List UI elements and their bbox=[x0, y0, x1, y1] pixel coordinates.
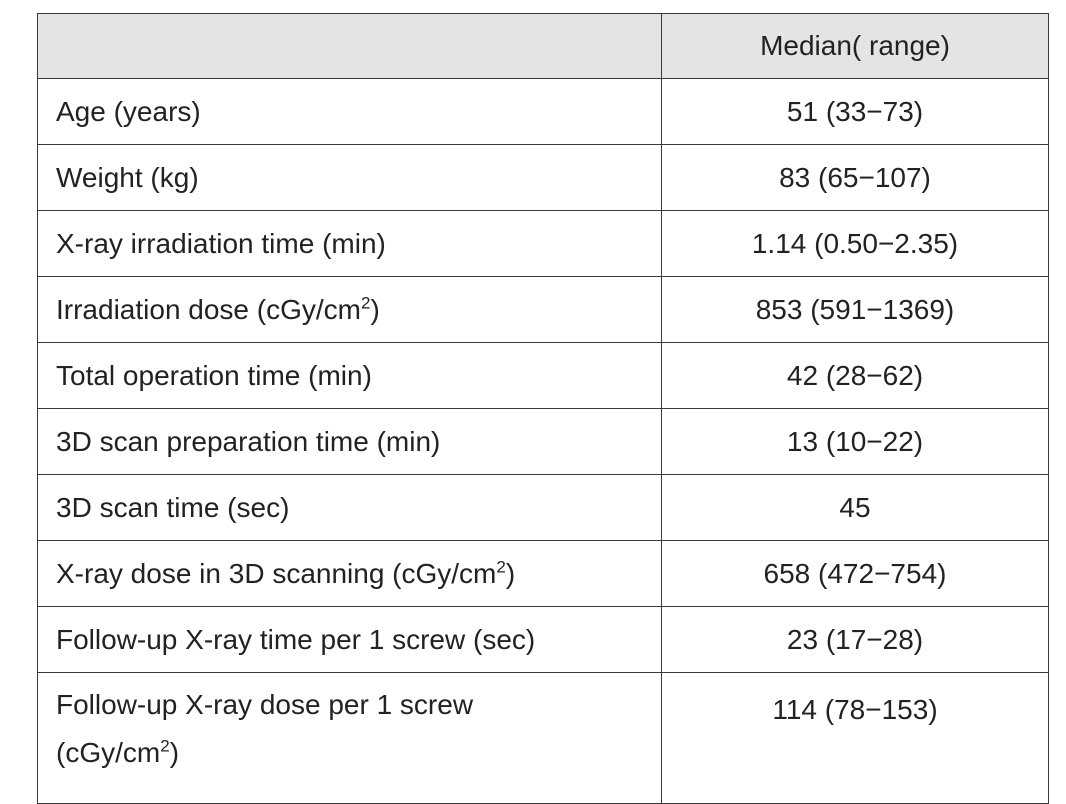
row-value: 13 (10−22) bbox=[661, 408, 1049, 475]
row-value: 51 (33−73) bbox=[661, 78, 1049, 145]
table-row: Weight (kg) 83 (65−107) bbox=[37, 144, 1049, 211]
table-row: X-ray irradiation time (min) 1.14 (0.50−… bbox=[37, 210, 1049, 277]
table-row: Total operation time (min) 42 (28−62) bbox=[37, 342, 1049, 409]
table-row: X-ray dose in 3D scanning (cGy/cm2) 658 … bbox=[37, 540, 1049, 607]
row-value: 23 (17−28) bbox=[661, 606, 1049, 673]
row-label: Irradiation dose (cGy/cm2) bbox=[37, 276, 662, 343]
table-header-row: Median( range) bbox=[37, 13, 1049, 79]
row-value: 42 (28−62) bbox=[661, 342, 1049, 409]
row-label: Follow-up X-ray dose per 1 screw (cGy/cm… bbox=[37, 672, 662, 804]
header-cell-median-range: Median( range) bbox=[661, 13, 1049, 79]
table-row: 3D scan time (sec) 45 bbox=[37, 474, 1049, 541]
header-cell-empty bbox=[37, 13, 662, 79]
row-value: 114 (78−153) bbox=[661, 672, 1049, 804]
table-row: Follow-up X-ray time per 1 screw (sec) 2… bbox=[37, 606, 1049, 673]
row-label: Total operation time (min) bbox=[37, 342, 662, 409]
data-table: Median( range) Age (years) 51 (33−73) We… bbox=[37, 13, 1049, 804]
row-value: 83 (65−107) bbox=[661, 144, 1049, 211]
row-label: Age (years) bbox=[37, 78, 662, 145]
table-row: Follow-up X-ray dose per 1 screw (cGy/cm… bbox=[37, 672, 1049, 804]
table-row: Irradiation dose (cGy/cm2) 853 (591−1369… bbox=[37, 276, 1049, 343]
row-value: 1.14 (0.50−2.35) bbox=[661, 210, 1049, 277]
row-label: 3D scan preparation time (min) bbox=[37, 408, 662, 475]
row-value: 853 (591−1369) bbox=[661, 276, 1049, 343]
row-value: 658 (472−754) bbox=[661, 540, 1049, 607]
row-label: 3D scan time (sec) bbox=[37, 474, 662, 541]
row-label: Follow-up X-ray time per 1 screw (sec) bbox=[37, 606, 662, 673]
row-label: X-ray irradiation time (min) bbox=[37, 210, 662, 277]
row-label: X-ray dose in 3D scanning (cGy/cm2) bbox=[37, 540, 662, 607]
table-row: 3D scan preparation time (min) 13 (10−22… bbox=[37, 408, 1049, 475]
table-row: Age (years) 51 (33−73) bbox=[37, 78, 1049, 145]
row-label: Weight (kg) bbox=[37, 144, 662, 211]
row-value: 45 bbox=[661, 474, 1049, 541]
